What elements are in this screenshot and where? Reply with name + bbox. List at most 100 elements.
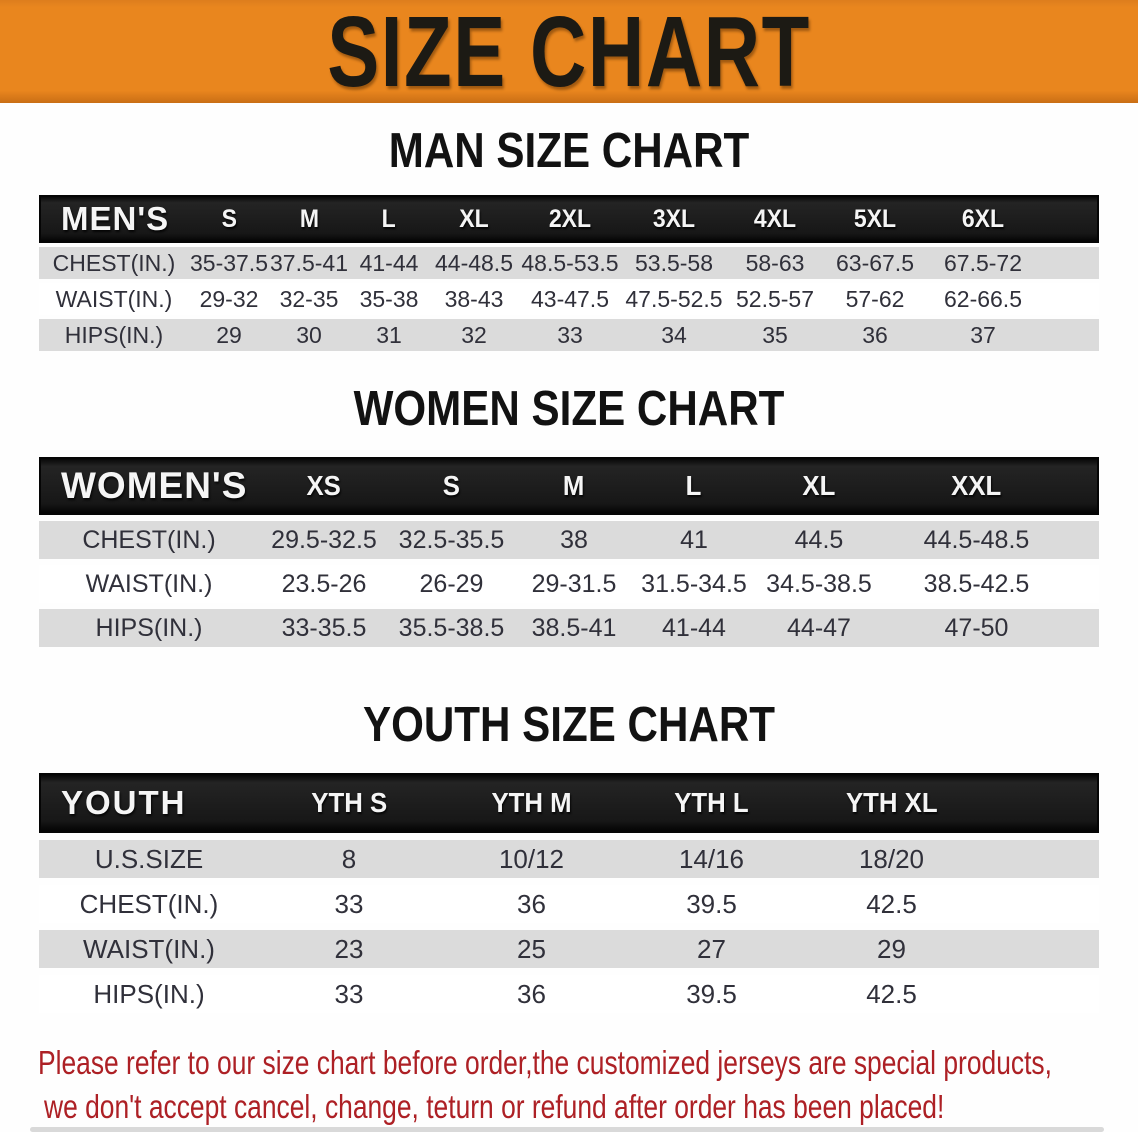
women-waist-in-l: 31.5-34.5	[634, 565, 754, 603]
youth-u-s-size-yth-l: 14/16	[624, 840, 799, 878]
women-row-hips-in: HIPS(IN.) 33-35.5 35.5-38.5 38.5-41 41-44 44-…	[39, 609, 1099, 647]
women-corner-label-text: WOMEN'S	[61, 465, 248, 506]
women-row-label-hips-in: HIPS(IN.)	[39, 609, 259, 647]
men-hips-in-2xl-text: 33	[557, 321, 583, 348]
youth-row-waist-in: WAIST(IN.) 23 25 27 29	[39, 930, 1099, 968]
youth-row-label-waist-in: WAIST(IN.)	[39, 930, 259, 968]
youth-row-hips-in: HIPS(IN.) 33 36 39.5 42.5	[39, 975, 1099, 1013]
women-corner-label: WOMEN'S	[39, 457, 259, 515]
youth-chest-in-yth-l-text: 39.5	[686, 888, 737, 919]
men-chest-in-6xl-text: 67.5-72	[943, 249, 1022, 276]
men-hips-in-3xl-text: 34	[661, 321, 687, 348]
youth-column-header-yth-s: YTH S	[259, 773, 439, 833]
men-chest-in-xl-text: 44-48.5	[434, 249, 513, 276]
men-waist-in-3xl-text: 47.5-52.5	[625, 285, 723, 312]
women-hips-in-xxl: 47-50	[884, 609, 1069, 647]
banner-title: SIZE CHART	[327, 0, 811, 103]
women-chest-in-xs-text: 29.5-32.5	[271, 525, 377, 554]
men-header-spacer	[1039, 195, 1099, 243]
men-hips-in-2xl: 33	[519, 319, 621, 351]
men-chest-in-4xl-text: 58-63	[745, 249, 805, 276]
men-waist-in-2xl: 43-47.5	[519, 283, 621, 315]
youth-chest-in-yth-s: 33	[259, 885, 439, 923]
men-hips-in-6xl: 37	[927, 319, 1039, 351]
men-column-header-2xl: 2XL	[519, 195, 621, 243]
men-chest-in-m-text: 37.5-41	[269, 249, 348, 276]
youth-u-s-size-yth-m: 10/12	[439, 840, 624, 878]
women-column-header-m: M	[514, 457, 634, 515]
youth-hips-in-yth-l-text: 39.5	[686, 978, 737, 1009]
women-waist-in-xxl-text: 38.5-42.5	[923, 569, 1030, 598]
men-column-header-xl: XL	[429, 195, 519, 243]
women-chest-in-s-text: 32.5-35.5	[398, 525, 505, 554]
women-chest-in-m: 38	[514, 521, 634, 559]
men-chest-in-6xl: 67.5-72	[927, 247, 1039, 279]
men-waist-in-xl-text: 38-43	[444, 285, 504, 312]
women-waist-in-xl-text: 34.5-38.5	[766, 569, 872, 598]
youth-hips-in-yth-l: 39.5	[624, 975, 799, 1013]
men-hips-in-m: 30	[269, 319, 349, 351]
youth-row-label-hips-in-text: HIPS(IN.)	[93, 978, 205, 1009]
youth-column-header-yth-m: YTH M	[439, 773, 624, 833]
youth-waist-in-yth-m: 25	[439, 930, 624, 968]
youth-u-s-size-yth-m-text: 10/12	[498, 843, 565, 874]
men-hips-in-xl: 32	[429, 319, 519, 351]
youth-size-table: YOUTH YTH S YTH M YTH L YTH XL U.S.SIZE 8 10/12…	[39, 773, 1099, 1013]
men-hips-in-l-text: 31	[376, 321, 402, 348]
women-column-header-xxl-text: XXL	[951, 470, 1002, 501]
women-row-spacer	[1069, 521, 1099, 559]
youth-chest-in-yth-m: 36	[439, 885, 624, 923]
men-waist-in-4xl: 52.5-57	[727, 283, 823, 315]
men-chest-in-3xl: 53.5-58	[621, 247, 727, 279]
men-column-header-5xl: 5XL	[823, 195, 927, 243]
women-chest-in-l: 41	[634, 521, 754, 559]
men-row-label-waist-in: WAIST(IN.)	[39, 283, 189, 315]
youth-chest-in-yth-xl: 42.5	[799, 885, 984, 923]
youth-row-spacer	[984, 930, 1099, 968]
women-waist-in-s: 26-29	[389, 565, 514, 603]
men-row-label-hips-in-text: HIPS(IN.)	[64, 321, 164, 348]
women-hips-in-m: 38.5-41	[514, 609, 634, 647]
youth-column-header-yth-l: YTH L	[624, 773, 799, 833]
women-table-header-row: WOMEN'S XS S M L XL XXL	[39, 457, 1099, 515]
youth-column-header-yth-xl-text: YTH XL	[845, 787, 938, 818]
men-waist-in-s: 29-32	[189, 283, 269, 315]
men-row-spacer	[1039, 247, 1099, 279]
men-hips-in-5xl: 36	[823, 319, 927, 351]
men-chest-in-l-text: 41-44	[359, 249, 419, 276]
youth-row-chest-in: CHEST(IN.) 33 36 39.5 42.5	[39, 885, 1099, 923]
women-row-label-chest-in: CHEST(IN.)	[39, 521, 259, 559]
men-chest-in-2xl-text: 48.5-53.5	[521, 249, 619, 276]
women-chest-in-s: 32.5-35.5	[389, 521, 514, 559]
men-chest-in-3xl-text: 53.5-58	[634, 249, 713, 276]
men-hips-in-4xl-text: 35	[762, 321, 788, 348]
women-column-header-l: L	[634, 457, 754, 515]
youth-u-s-size-yth-s: 8	[259, 840, 439, 878]
men-hips-in-s: 29	[189, 319, 269, 351]
men-chest-in-5xl-text: 63-67.5	[835, 249, 914, 276]
women-waist-in-l-text: 31.5-34.5	[641, 569, 747, 598]
men-column-header-3xl-text: 3XL	[652, 204, 696, 233]
men-hips-in-l: 31	[349, 319, 429, 351]
women-row-chest-in: CHEST(IN.) 29.5-32.5 32.5-35.5 38 41 44.5 44.5…	[39, 521, 1099, 559]
men-column-header-4xl: 4XL	[727, 195, 823, 243]
disclaimer-line-2-text: we don't accept cancel, change, teturn o…	[44, 1088, 945, 1125]
men-hips-in-6xl-text: 37	[970, 321, 996, 348]
men-waist-in-xl: 38-43	[429, 283, 519, 315]
youth-u-s-size-yth-l-text: 14/16	[678, 843, 745, 874]
disclaimer-line-2: we don't accept cancel, change, teturn o…	[44, 1085, 1138, 1129]
youth-row-spacer	[984, 840, 1099, 878]
men-column-header-m-text: M	[299, 204, 319, 233]
men-waist-in-4xl-text: 52.5-57	[735, 285, 814, 312]
youth-hips-in-yth-s: 33	[259, 975, 439, 1013]
women-column-header-xl-text: XL	[802, 470, 836, 501]
men-hips-in-4xl: 35	[727, 319, 823, 351]
disclaimer-line-1: Please refer to our size chart before or…	[38, 1041, 1138, 1085]
women-chest-in-xl: 44.5	[754, 521, 884, 559]
men-chest-in-5xl: 63-67.5	[823, 247, 927, 279]
men-chest-in-l: 41-44	[349, 247, 429, 279]
men-hips-in-xl-text: 32	[461, 321, 487, 348]
men-waist-in-3xl: 47.5-52.5	[621, 283, 727, 315]
youth-waist-in-yth-s: 23	[259, 930, 439, 968]
women-row-label-waist-in: WAIST(IN.)	[39, 565, 259, 603]
